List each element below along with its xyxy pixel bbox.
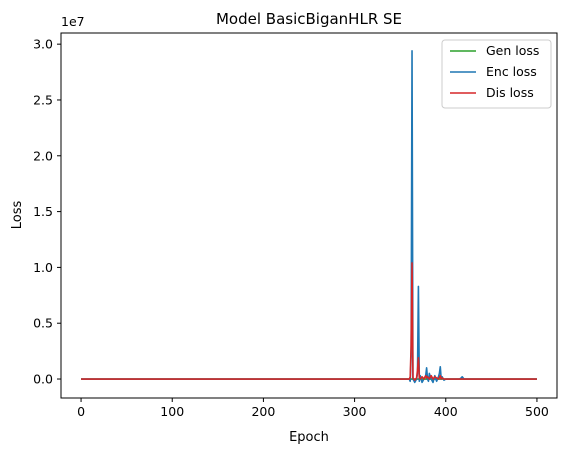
y-tick-label: 0.0 <box>33 372 53 387</box>
legend-label-dis-loss: Dis loss <box>486 85 534 100</box>
x-tick-label: 0 <box>77 404 85 419</box>
y-tick-label: 2.5 <box>33 92 53 107</box>
legend-box <box>441 39 552 109</box>
y-tick-label: 3.0 <box>33 37 53 52</box>
x-axis-label: Epoch <box>289 430 329 445</box>
series-lines <box>81 50 537 384</box>
y-tick-label: 1.0 <box>33 260 53 275</box>
x-tick-label: 400 <box>434 404 458 419</box>
x-axis-ticks: 0 100 200 300 400 500 <box>77 398 549 419</box>
chart-title: Model BasicBiganHLR SE <box>216 10 402 28</box>
y-tick-label: 0.5 <box>33 316 53 331</box>
series-line-dis-loss <box>81 262 537 381</box>
y-scale-label: 1e7 <box>61 14 85 29</box>
legend: Gen loss Enc loss Dis loss <box>441 39 552 109</box>
legend-label-gen-loss: Gen loss <box>486 43 539 58</box>
plot-frame <box>60 32 558 399</box>
y-axis-label: Loss <box>10 201 25 230</box>
y-tick-label: 1.5 <box>33 204 53 219</box>
x-tick-label: 200 <box>251 404 275 419</box>
legend-label-enc-loss: Enc loss <box>486 64 537 79</box>
x-tick-label: 300 <box>343 404 367 419</box>
x-tick-label: 500 <box>525 404 549 419</box>
y-axis-ticks: 0.0 0.5 1.0 1.5 2.0 2.5 3.0 <box>33 37 61 387</box>
x-tick-label: 100 <box>160 404 184 419</box>
y-tick-label: 2.0 <box>33 148 53 163</box>
